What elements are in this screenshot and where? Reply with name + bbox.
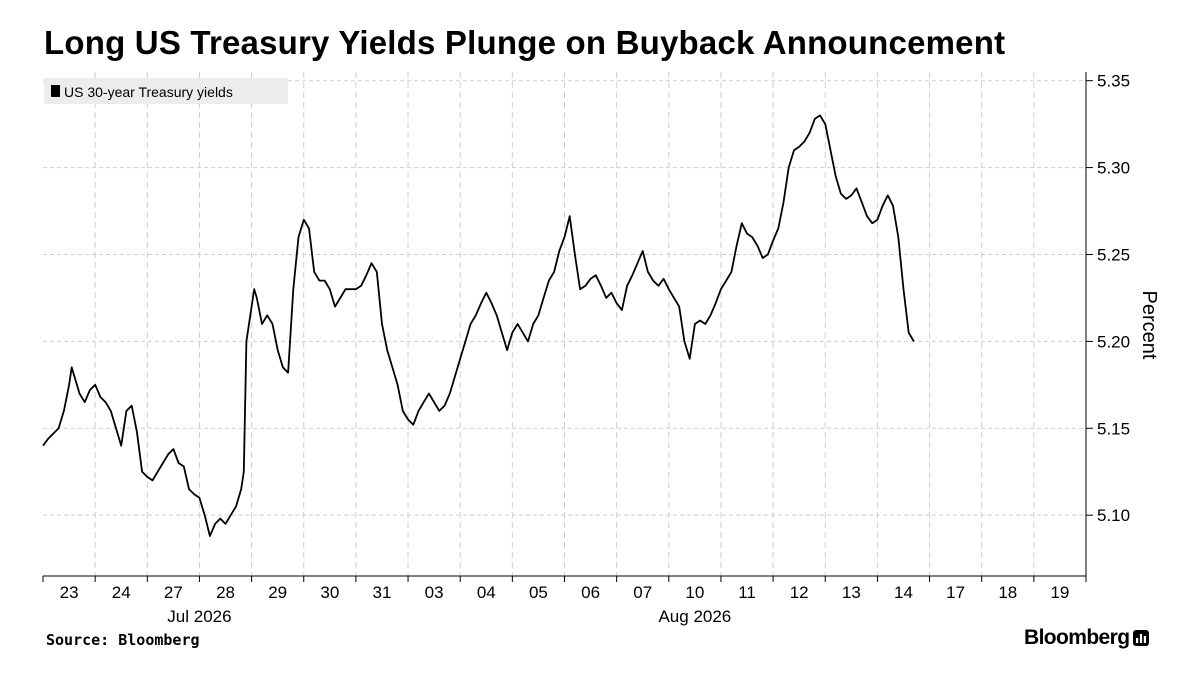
chart-title: Long US Treasury Yields Plunge on Buybac…: [44, 24, 1006, 61]
x-tick-label: 14: [894, 583, 913, 602]
source-note: Source: Bloomberg: [46, 631, 200, 649]
x-tick-label: 04: [477, 583, 496, 602]
x-tick-label: 30: [320, 583, 339, 602]
series-line: [42, 114, 915, 537]
legend-label: US 30-year Treasury yields: [64, 84, 233, 100]
x-tick-label: 23: [60, 583, 79, 602]
y-tick-label: 5.25: [1097, 245, 1130, 264]
bloomberg-chart-icon: [1133, 630, 1150, 647]
bloomberg-logo: Bloomberg: [1024, 626, 1150, 650]
x-tick-label: 05: [529, 583, 548, 602]
grid-lines: [43, 72, 1086, 576]
y-tick-label: 5.20: [1097, 332, 1130, 351]
y-tick-label: 5.15: [1097, 419, 1130, 438]
x-tick-label: 27: [164, 583, 183, 602]
bloomberg-wordmark: Bloomberg: [1024, 626, 1130, 649]
legend-background: [44, 78, 288, 104]
legend: US 30-year Treasury yields: [44, 78, 288, 104]
series-layer: [42, 114, 915, 537]
x-month-label: Aug 2026: [658, 607, 731, 626]
x-tick-label: 06: [581, 583, 600, 602]
x-tick-label: 13: [842, 583, 861, 602]
x-tick-label: 03: [425, 583, 444, 602]
x-month-label: Jul 2026: [167, 607, 231, 626]
y-tick-label: 5.35: [1097, 72, 1130, 91]
y-tick-label: 5.10: [1097, 506, 1130, 525]
x-tick-label: 31: [373, 583, 392, 602]
y-tick-label: 5.30: [1097, 159, 1130, 178]
x-tick-label: 11: [738, 583, 756, 602]
x-tick-label: 24: [112, 583, 131, 602]
x-tick-label: 29: [268, 583, 287, 602]
axes: 5.10 5.15 5.20 5.25 5.30 5.35 23 24 27 28 29 30 31 03…: [42, 72, 1130, 626]
x-tick-label: 19: [1050, 583, 1069, 602]
legend-swatch: [51, 85, 60, 97]
x-tick-label: 28: [216, 583, 235, 602]
y-axis-label: Percent: [1138, 291, 1160, 360]
x-tick-label: 10: [685, 583, 704, 602]
x-tick-label: 12: [790, 583, 809, 602]
x-tick-label: 17: [946, 583, 965, 602]
x-tick-label: 07: [633, 583, 652, 602]
x-tick-label: 18: [998, 583, 1017, 602]
